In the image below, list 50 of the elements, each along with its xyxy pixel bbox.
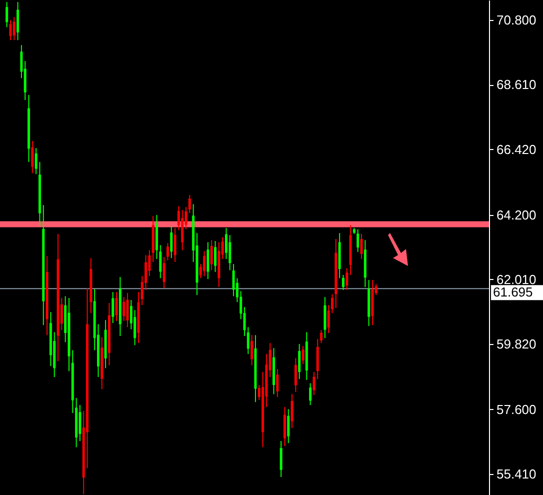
candlestick	[312, 371, 316, 396]
candlestick	[320, 330, 323, 344]
candlestick	[294, 358, 297, 393]
y-tick-label: 57.600	[496, 402, 536, 417]
candlestick	[206, 242, 210, 280]
candlestick	[356, 228, 360, 252]
candlestick	[188, 194, 191, 214]
candlestick	[16, 2, 20, 41]
candlestick	[122, 296, 126, 322]
candlestick	[280, 440, 282, 478]
candlestick	[166, 242, 169, 261]
y-tick-label: 55.410	[496, 466, 536, 482]
y-tick-label: 64.200	[496, 207, 536, 222]
candlestick	[112, 292, 114, 324]
candlestick	[276, 368, 279, 398]
candlestick	[115, 292, 118, 322]
y-tick-label: 62.010	[496, 272, 536, 287]
candlestick	[287, 408, 290, 444]
candlestick	[250, 334, 254, 366]
candlestick	[327, 304, 330, 334]
candlestick	[342, 274, 344, 290]
candlestick	[12, 16, 16, 41]
candlestick	[170, 225, 173, 259]
candlestick	[31, 140, 34, 174]
y-tick-label: 66.420	[496, 142, 536, 157]
candlestick	[302, 346, 304, 365]
candlestick	[126, 292, 129, 328]
candlestick	[309, 382, 312, 406]
y-tick-label: 70.800	[496, 12, 536, 28]
candlestick	[174, 228, 176, 262]
candlestick	[214, 240, 216, 272]
candlestick	[78, 404, 82, 442]
candlestick	[290, 394, 294, 429]
candlestick	[162, 256, 166, 289]
candlestick	[331, 294, 334, 314]
candlestick	[6, 2, 8, 28]
candlestick	[159, 244, 162, 279]
candlestick	[9, 20, 12, 41]
candlestick	[283, 406, 286, 447]
y-tick-label: 59.820	[496, 336, 536, 352]
y-tick-label: 68.610	[496, 77, 536, 92]
candlestick	[346, 268, 348, 290]
candlestick	[224, 228, 228, 260]
candlestick	[203, 250, 206, 277]
candlestick	[210, 240, 213, 271]
candlestick	[134, 310, 136, 346]
candlestick	[360, 233, 363, 260]
candlestick	[228, 234, 232, 271]
ref-line-label: 61.695	[493, 284, 533, 300]
candlestick	[298, 343, 301, 380]
